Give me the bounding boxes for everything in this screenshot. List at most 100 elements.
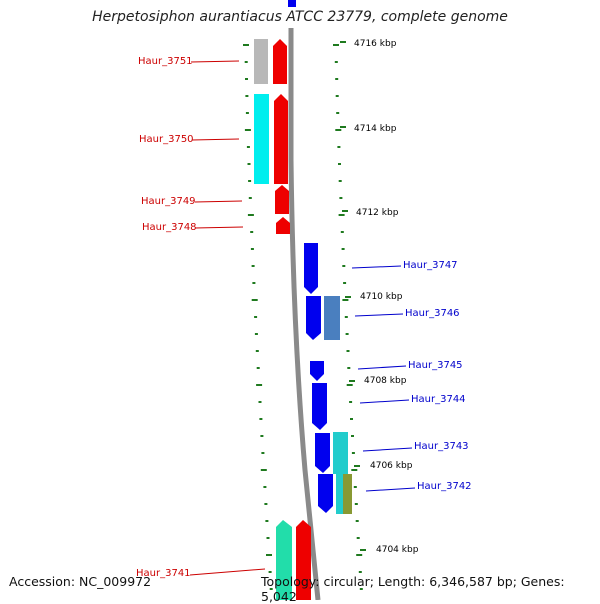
right-tick-mark — [338, 180, 342, 182]
gene-label-haur-3743[interactable]: Haur_3743 — [414, 441, 469, 452]
scale-labels: 4716 kbp 4714 kbp 4712 kbp 4710 kbp 4708… — [340, 39, 419, 555]
left-tick-mark — [244, 129, 251, 131]
label-line — [194, 226, 244, 229]
gene-haur-3742-cyan[interactable] — [336, 474, 344, 514]
right-tick-mark — [347, 367, 351, 369]
gene-haur-3746-arrow[interactable] — [306, 296, 321, 340]
right-tick-mark — [350, 418, 353, 420]
gene-haur-3741-teal[interactable] — [276, 520, 292, 600]
left-tick-mark — [245, 78, 248, 80]
left-tick-mark — [250, 248, 254, 250]
backbone-group — [288, 0, 321, 600]
right-tick-mark — [336, 112, 340, 114]
map-title: Herpetosiphon aurantiacus ATCC 23779, co… — [92, 9, 508, 25]
gene-haur-3750-arrow[interactable] — [274, 94, 288, 184]
gene-haur-3743-cyan[interactable] — [333, 432, 348, 474]
backbone-top-gene-blue[interactable] — [288, 0, 296, 7]
gene-haur-3743-arrow[interactable] — [315, 433, 330, 473]
left-tick-mark — [269, 588, 273, 590]
right-tick-mark — [344, 316, 348, 318]
gene-label-haur-3747[interactable]: Haur_3747 — [403, 260, 458, 271]
right-tick-mark — [343, 282, 347, 284]
right-tick-mark — [342, 265, 346, 267]
left-tick-mark — [256, 384, 263, 386]
right-tick-mark — [340, 231, 344, 233]
scale-label-4706: 4706 kbp — [370, 461, 413, 471]
left-tick-mark — [247, 163, 251, 165]
right-tick-mark — [354, 503, 358, 505]
accession-text: Accession: NC_009972 — [9, 574, 152, 589]
right-tick-mark — [345, 333, 349, 335]
left-tick-mark — [259, 418, 263, 420]
right-tick-mark — [356, 554, 363, 556]
gene-haur-3746-steel[interactable] — [324, 296, 340, 340]
left-tick-mark — [260, 469, 267, 471]
right-tick-mark — [353, 486, 357, 488]
gene-haur-3751-grey[interactable] — [254, 39, 268, 84]
gene-haur-3741-arrow[interactable] — [296, 520, 311, 600]
gene-haur-3748-arrow[interactable] — [276, 217, 290, 234]
left-tick-mark — [245, 112, 249, 114]
scale-label-4704: 4704 kbp — [376, 545, 419, 555]
gene-haur-3751-arrow[interactable] — [273, 39, 287, 84]
gene-haur-3742-arrow[interactable] — [318, 474, 333, 513]
left-tick-mark — [250, 231, 254, 233]
left-tick-mark — [261, 452, 265, 454]
gene-haur-3744-arrow[interactable] — [312, 383, 327, 430]
gene-label-haur-3750[interactable]: Haur_3750 — [139, 134, 194, 145]
right-tick-mark — [356, 537, 360, 539]
left-tick-mark — [255, 350, 259, 352]
left-tick-mark — [265, 520, 269, 522]
gene-label-haur-3749[interactable]: Haur_3749 — [141, 196, 196, 207]
gene-label-haur-3744[interactable]: Haur_3744 — [411, 394, 466, 405]
left-tick-mark — [264, 503, 268, 505]
left-tick-mark — [244, 61, 248, 63]
tick-columns — [243, 44, 363, 590]
left-tick-mark — [268, 571, 272, 573]
scale-label-4710: 4710 kbp — [360, 292, 403, 302]
right-tick-mark — [342, 299, 349, 301]
right-tick-mark — [335, 95, 339, 97]
gene-haur-3745-arrow[interactable] — [310, 361, 324, 381]
gene-label-haur-3748[interactable]: Haur_3748 — [142, 222, 197, 233]
gene-label-haur-3741[interactable]: Haur_3741 — [136, 568, 191, 579]
scale-label-4716: 4716 kbp — [354, 39, 397, 49]
label-line — [189, 568, 266, 576]
left-tick-mark — [251, 265, 255, 267]
left-tick-mark — [247, 214, 254, 216]
genome-backbone — [288, 28, 321, 600]
right-tick-mark — [346, 350, 350, 352]
right-tick-mark — [341, 248, 345, 250]
gene-haur-3742-olive[interactable] — [343, 474, 352, 514]
left-tick-mark — [254, 316, 258, 318]
gene-haur-3747-arrow[interactable] — [304, 243, 318, 294]
left-tick-mark — [263, 486, 267, 488]
left-tick-mark — [254, 333, 258, 335]
gene-haur-3749-arrow[interactable] — [275, 185, 289, 214]
scale-label-4708: 4708 kbp — [364, 376, 407, 386]
right-tick-mark — [359, 588, 363, 590]
scale-label-4714: 4714 kbp — [354, 124, 397, 134]
scale-label-4712: 4712 kbp — [356, 208, 399, 218]
left-tick-mark — [258, 401, 262, 403]
gene-haur-3750-cyan[interactable] — [254, 94, 269, 184]
right-tick-mark — [351, 469, 358, 471]
right-tick-mark — [355, 520, 359, 522]
right-tick-mark — [333, 44, 339, 46]
gene-labels: Haur_3751 Haur_3750 Haur_3749 Haur_3748 … — [136, 56, 472, 579]
gene-label-haur-3745[interactable]: Haur_3745 — [408, 360, 463, 371]
gene-label-haur-3746[interactable]: Haur_3746 — [405, 308, 460, 319]
left-tick-mark — [266, 554, 272, 556]
left-tick-mark — [251, 299, 258, 301]
label-line — [351, 265, 402, 269]
gene-label-haur-3751[interactable]: Haur_3751 — [138, 56, 193, 67]
right-tick-mark — [338, 214, 345, 216]
right-tick-mark — [337, 146, 341, 148]
left-tick-mark — [252, 282, 256, 284]
right-tick-mark — [339, 197, 343, 199]
right-tick-mark — [351, 435, 354, 437]
left-tick-mark — [245, 95, 249, 97]
gene-label-haur-3742[interactable]: Haur_3742 — [417, 481, 472, 492]
label-line — [365, 487, 416, 492]
